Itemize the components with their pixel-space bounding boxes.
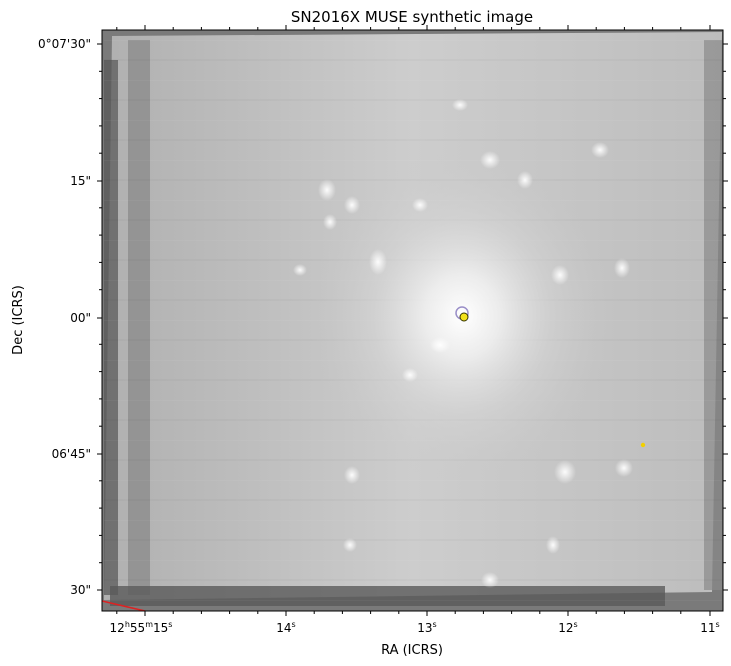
edge-line xyxy=(102,600,146,611)
x-tick-label: 12s xyxy=(558,620,577,635)
x-tick-label: 14s xyxy=(276,620,295,635)
x-tick-label: 12h55m15s xyxy=(110,620,173,635)
axes-frame xyxy=(101,29,724,612)
knot-6 xyxy=(517,171,533,189)
y-axis-ticks: 0°07'30" 15" 00" 06'45" 30" xyxy=(38,37,728,597)
x-axis-ticks: 12h55m15s 14s 13s 12s 11s xyxy=(110,25,720,635)
knot-12 xyxy=(344,466,360,484)
nucleus-marker xyxy=(459,312,469,322)
knot-4 xyxy=(412,198,428,212)
knot-9 xyxy=(615,459,633,477)
knot-16 xyxy=(430,337,450,353)
chart-title: SN2016X MUSE synthetic image xyxy=(291,8,533,26)
knot-2 xyxy=(323,214,337,230)
image-panel xyxy=(102,30,723,611)
y-tick-label: 30" xyxy=(70,583,91,597)
knot-3 xyxy=(369,249,387,275)
second-source-marker xyxy=(640,442,646,448)
knot-8 xyxy=(614,258,630,278)
y-axis-label: Dec (ICRS) xyxy=(11,285,26,355)
knot-14 xyxy=(481,572,499,588)
x-tick-label: 11s xyxy=(700,620,719,635)
knot-18 xyxy=(591,142,609,158)
bright-knots xyxy=(293,99,633,588)
knot-10 xyxy=(554,460,576,484)
y-tick-label: 00" xyxy=(70,311,91,325)
knot-15 xyxy=(402,368,418,382)
knot-0 xyxy=(318,179,336,201)
y-tick-label: 0°07'30" xyxy=(38,37,91,51)
x-axis-label: RA (ICRS) xyxy=(381,643,443,658)
knot-7 xyxy=(551,265,569,285)
y-tick-label: 06'45" xyxy=(52,447,91,461)
knot-17 xyxy=(293,264,307,276)
knot-19 xyxy=(452,99,468,111)
y-tick-label: 15" xyxy=(70,174,91,188)
knot-1 xyxy=(344,196,360,214)
x-tick-label: 13s xyxy=(417,620,436,635)
knot-5 xyxy=(480,151,500,169)
knot-13 xyxy=(343,538,357,552)
knot-11 xyxy=(546,536,560,554)
